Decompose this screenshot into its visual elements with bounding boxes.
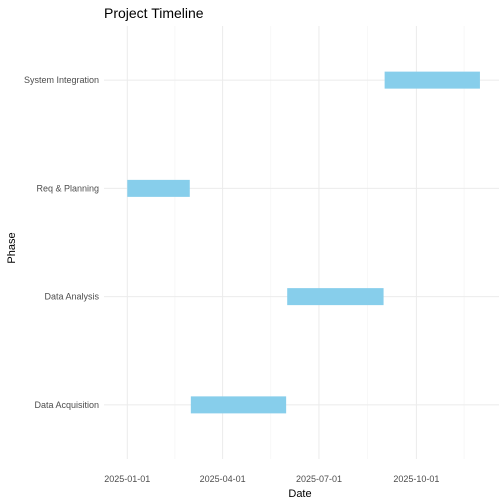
y-tick-label: Req & Planning (36, 183, 99, 193)
x-tick-label: 2025-10-01 (393, 474, 439, 484)
x-tick-label: 2025-07-01 (296, 474, 342, 484)
task-bar (287, 288, 384, 306)
chart-title: Project Timeline (104, 5, 204, 21)
task-bars (127, 71, 480, 414)
task-bar (384, 71, 480, 89)
x-axis-title: Date (288, 488, 311, 500)
y-tick-label: Data Acquisition (34, 400, 99, 410)
task-bar (190, 396, 287, 414)
y-tick-label: Data Analysis (44, 292, 99, 302)
task-bar (127, 179, 190, 197)
y-axis-title: Phase (6, 232, 18, 263)
x-axis-ticks: 2025-01-01 2025-04-01 2025-07-01 2025-10-01 (104, 474, 439, 484)
y-axis-ticks: Data Acquisition Data Analysis Req & Plann… (24, 75, 100, 410)
grid-lines (104, 26, 499, 459)
x-tick-label: 2025-04-01 (200, 474, 246, 484)
y-tick-label: System Integration (24, 75, 99, 85)
x-tick-label: 2025-01-01 (104, 474, 150, 484)
